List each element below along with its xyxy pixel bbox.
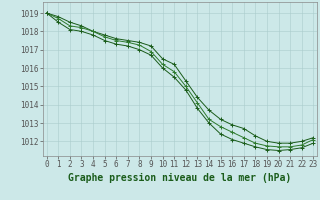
X-axis label: Graphe pression niveau de la mer (hPa): Graphe pression niveau de la mer (hPa) <box>68 173 292 183</box>
